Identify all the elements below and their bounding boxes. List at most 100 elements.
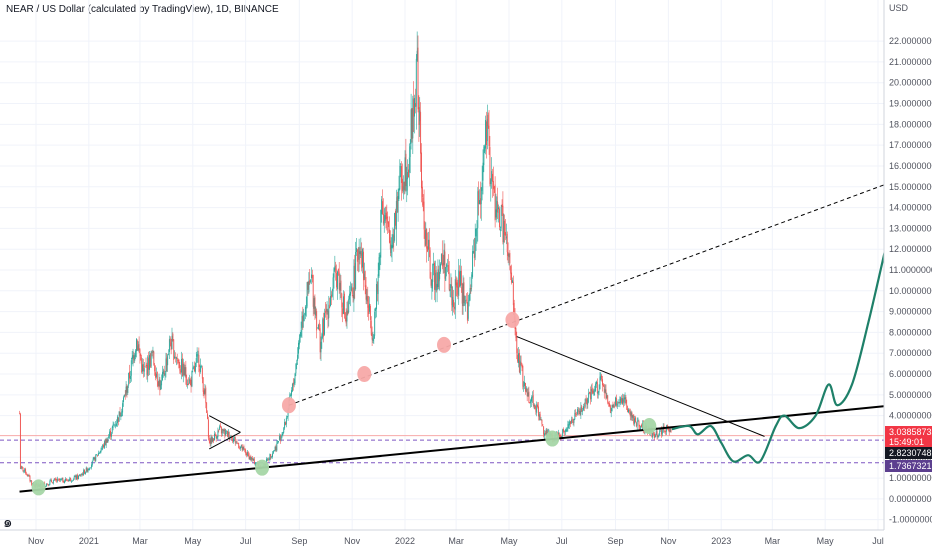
candle	[57, 478, 59, 482]
candle	[599, 376, 601, 390]
candle	[447, 265, 449, 272]
y-tick-label: 12.00000000	[889, 244, 932, 254]
candle	[397, 196, 399, 213]
candle	[171, 335, 173, 350]
candle	[615, 397, 616, 406]
candle	[340, 280, 342, 292]
candle	[290, 395, 292, 396]
candle	[454, 279, 456, 310]
candle	[504, 220, 506, 236]
y-tick-label: 8.00000000	[889, 327, 932, 337]
candle	[253, 458, 255, 465]
candle	[652, 431, 654, 438]
candle	[213, 438, 215, 442]
candle	[233, 438, 234, 442]
candle	[335, 268, 337, 273]
candle	[148, 358, 150, 370]
candle	[269, 453, 271, 460]
x-tick-label: May	[817, 536, 835, 546]
candle	[182, 363, 184, 376]
candle	[51, 480, 53, 483]
candle	[622, 399, 624, 404]
candle	[474, 238, 476, 258]
candle	[576, 409, 578, 415]
candle	[654, 435, 656, 438]
candle	[641, 424, 642, 427]
candle	[58, 478, 59, 480]
candle	[291, 383, 293, 392]
x-tick-label: Jul	[240, 536, 252, 546]
candle	[352, 295, 354, 298]
candle	[179, 369, 181, 371]
candle	[613, 405, 615, 407]
candle	[254, 463, 256, 465]
candle	[490, 180, 492, 184]
candle	[623, 397, 625, 402]
candle	[572, 422, 574, 424]
candle	[129, 375, 131, 380]
candle	[336, 273, 338, 288]
candle	[537, 406, 539, 417]
trendline	[209, 431, 241, 450]
candle	[355, 251, 357, 290]
candle	[84, 469, 85, 474]
candle	[617, 401, 619, 403]
candle	[450, 284, 452, 289]
candle	[446, 264, 448, 268]
candle	[487, 114, 489, 127]
chart-title: NEAR / US Dollar (calculated by TradingV…	[6, 4, 279, 15]
candle	[77, 474, 79, 479]
candle	[136, 338, 137, 352]
candle	[249, 456, 251, 460]
candle	[345, 317, 347, 324]
candle	[420, 112, 422, 154]
y-tick-label: 16.00000000	[889, 161, 932, 171]
candle	[530, 400, 532, 404]
candle	[524, 383, 526, 392]
candle	[528, 391, 530, 403]
candle	[401, 178, 403, 191]
candle	[464, 302, 466, 305]
trendline	[288, 182, 891, 406]
candle	[525, 387, 527, 391]
candle	[596, 382, 598, 394]
candle	[303, 314, 305, 322]
candle	[236, 441, 238, 443]
candle	[606, 395, 608, 399]
candle	[178, 360, 180, 369]
candle	[273, 450, 275, 452]
candle	[593, 393, 595, 395]
candle	[250, 456, 252, 460]
candle	[480, 187, 482, 205]
candle	[377, 274, 379, 295]
candle	[149, 355, 150, 370]
candle	[607, 395, 609, 403]
candle	[220, 427, 222, 434]
candle	[541, 419, 543, 424]
candle	[520, 361, 522, 366]
candle	[517, 354, 519, 362]
candle	[279, 435, 281, 441]
candle	[65, 478, 66, 481]
candle	[226, 430, 228, 437]
candle	[603, 385, 605, 393]
candle	[426, 228, 428, 249]
candle	[271, 456, 273, 458]
candle	[364, 271, 366, 287]
candle	[626, 404, 628, 410]
candle	[64, 480, 66, 483]
candle	[275, 446, 277, 451]
candle	[198, 354, 200, 367]
candle	[443, 249, 445, 265]
candle	[69, 477, 71, 480]
candle	[413, 99, 415, 117]
candle	[295, 364, 297, 374]
candle	[94, 457, 96, 461]
candle	[53, 479, 55, 481]
candle	[483, 146, 485, 166]
candle	[30, 480, 32, 482]
candle	[196, 354, 198, 357]
candle	[518, 352, 520, 373]
candle	[458, 270, 460, 296]
